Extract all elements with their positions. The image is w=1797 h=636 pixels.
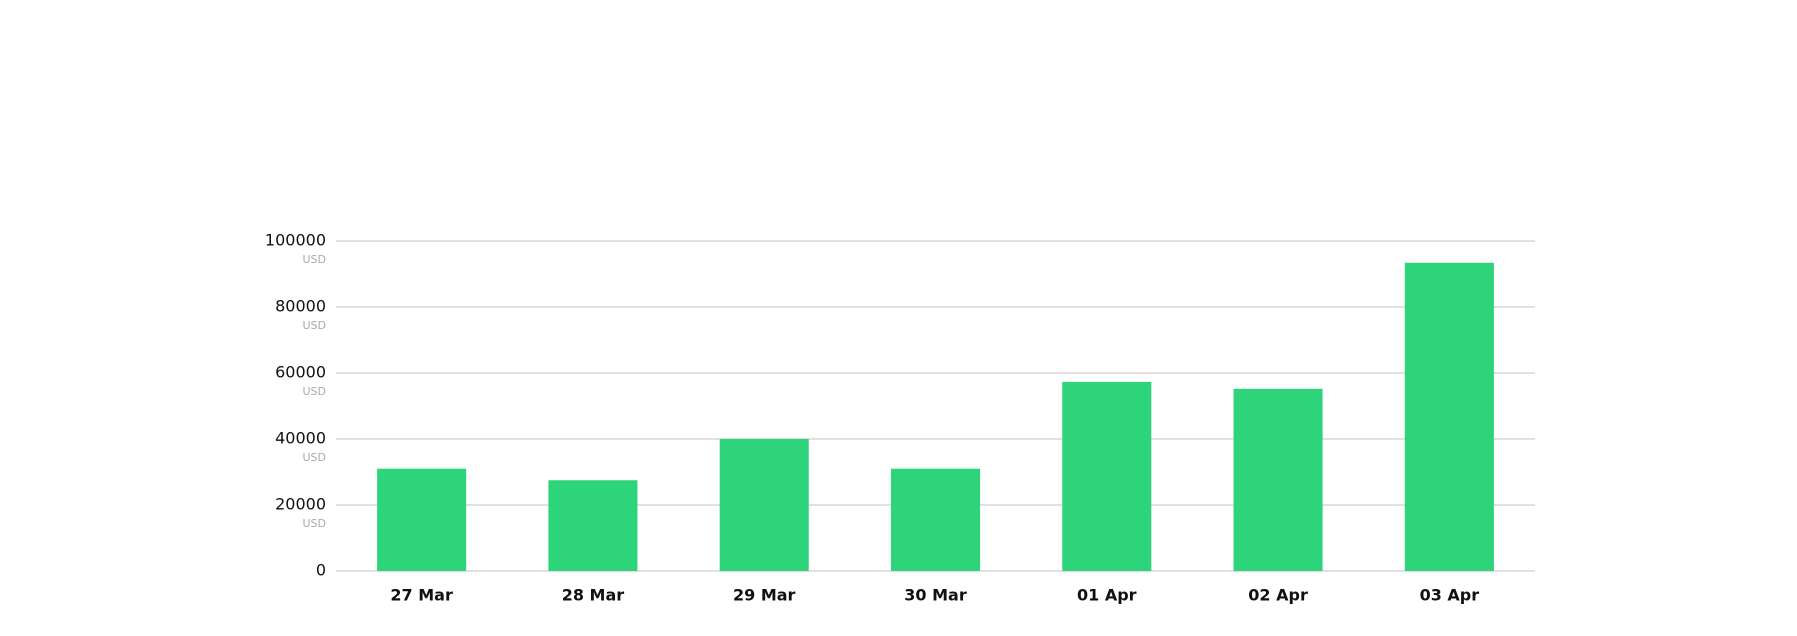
y-unit-label: USD	[302, 319, 326, 332]
y-tick-label: 60000	[275, 363, 326, 382]
bar	[719, 439, 809, 571]
x-tick-label: 02 Apr	[1248, 586, 1308, 605]
x-tick-label: 27 Mar	[390, 586, 453, 605]
y-unit-label: USD	[302, 451, 326, 464]
y-tick-label: 20000	[275, 495, 326, 514]
bar	[1404, 262, 1494, 571]
y-tick-label: 100000	[265, 231, 326, 250]
x-tick-label: 30 Mar	[904, 586, 967, 605]
y-unit-label: USD	[302, 253, 326, 266]
y-tick-label: 0	[316, 561, 326, 580]
x-tick-label: 29 Mar	[733, 586, 796, 605]
x-tick-label: 01 Apr	[1077, 586, 1137, 605]
y-tick-label: 40000	[275, 429, 326, 448]
bar	[548, 480, 638, 571]
bar	[890, 468, 981, 571]
y-tick-label: 80000	[275, 297, 326, 316]
x-tick-label: 03 Apr	[1420, 586, 1480, 605]
bar	[377, 468, 467, 571]
x-tick-label: 28 Mar	[562, 586, 625, 605]
y-unit-label: USD	[302, 385, 326, 398]
y-unit-label: USD	[302, 517, 326, 530]
bar	[1233, 388, 1323, 571]
bar	[1062, 381, 1152, 571]
